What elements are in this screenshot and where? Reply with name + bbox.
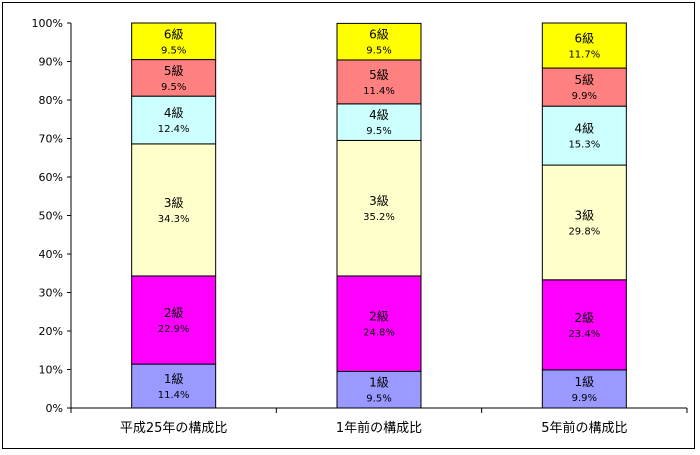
bar-segment [541, 67, 627, 107]
segment-series-label: 5級 [575, 73, 595, 87]
y-tick-label: 10% [39, 364, 63, 377]
bar-segment [336, 139, 422, 277]
bar-segment [131, 59, 217, 97]
y-tick-label: 90% [39, 56, 63, 69]
segment-series-label: 1級 [369, 376, 389, 390]
y-tick-label: 40% [39, 248, 63, 261]
segment-value-label: 11.7% [568, 50, 600, 61]
segment-value-label: 12.4% [158, 124, 190, 135]
x-category-label: 5年前の構成比 [541, 420, 627, 436]
segment-value-label: 35.2% [363, 212, 395, 223]
segment-value-label: 11.4% [363, 86, 395, 97]
segment-value-label: 15.3% [568, 140, 600, 151]
segment-series-label: 2級 [164, 306, 184, 320]
segment-value-label: 29.8% [568, 226, 600, 237]
segment-series-label: 1級 [575, 375, 595, 389]
segment-series-label: 2級 [575, 311, 595, 325]
segment-series-label: 5級 [369, 68, 389, 82]
y-tick-label: 80% [39, 94, 63, 107]
segment-series-label: 4級 [369, 108, 389, 122]
segment-value-label: 9.5% [366, 394, 391, 405]
bar-segment [131, 275, 217, 365]
bar-segment [336, 275, 422, 372]
bar-segment [541, 369, 627, 409]
segment-value-label: 9.5% [366, 46, 391, 57]
segment-value-label: 24.8% [363, 328, 395, 339]
bar-segment [131, 22, 217, 61]
bar-segment [541, 164, 627, 281]
segment-series-label: 3級 [164, 196, 184, 210]
segment-value-label: 22.9% [158, 324, 190, 335]
segment-series-label: 4級 [575, 122, 595, 136]
segment-series-label: 6級 [575, 32, 595, 46]
x-category-label: 1年前の構成比 [336, 420, 422, 436]
y-tick-label: 20% [39, 325, 63, 338]
bar-segment [336, 22, 422, 61]
segment-value-label: 9.5% [161, 45, 186, 56]
segment-series-label: 2級 [369, 310, 389, 324]
segment-series-label: 4級 [164, 106, 184, 120]
segment-series-label: 6級 [369, 28, 389, 42]
bar-segment [541, 22, 627, 69]
bar-segment [541, 105, 627, 166]
bar-segment [336, 370, 422, 409]
segment-value-label: 9.5% [366, 126, 391, 137]
y-tick-label: 0% [46, 402, 63, 415]
y-tick-label: 30% [39, 287, 63, 300]
segment-value-label: 23.4% [568, 329, 600, 340]
y-tick-label: 70% [39, 133, 63, 146]
segment-series-label: 5級 [164, 64, 184, 78]
bar-segment [336, 59, 422, 105]
y-tick-label: 50% [39, 210, 63, 223]
bar-segment [541, 279, 627, 371]
segment-value-label: 11.4% [158, 390, 190, 401]
bar-segment [131, 363, 217, 409]
segment-series-label: 6級 [164, 27, 184, 41]
x-category-label: 平成25年の構成比 [120, 421, 228, 436]
bar-segment [131, 143, 217, 277]
segment-series-label: 1級 [164, 372, 184, 386]
y-tick-label: 100% [32, 17, 63, 30]
segment-series-label: 3級 [369, 194, 389, 208]
segment-series-label: 3級 [575, 208, 595, 222]
segment-value-label: 9.5% [161, 82, 186, 93]
segment-value-label: 9.9% [572, 393, 597, 404]
segment-value-label: 34.3% [158, 214, 190, 225]
y-tick-label: 60% [39, 171, 63, 184]
segment-value-label: 9.9% [572, 91, 597, 102]
bar-segment [131, 95, 217, 145]
